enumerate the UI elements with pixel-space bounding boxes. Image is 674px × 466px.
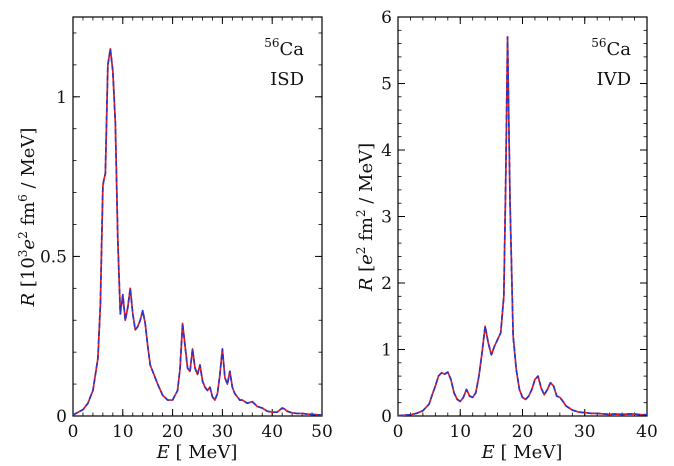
y-tick-label: 3 (381, 208, 392, 228)
x-tick-label: 20 (162, 422, 184, 442)
y-axis-label: R [e2 fm2 / MeV] (354, 143, 377, 292)
y-axis-symbol: R (18, 293, 39, 308)
x-axis-unit: [ MeV] (495, 442, 563, 463)
x-axis-symbol: E (156, 442, 170, 463)
y-axis-unit-tail: / MeV] (356, 143, 377, 210)
x-tick-labels: 0 10 20 30 40 (393, 422, 658, 442)
nucleus-label: 56Ca (264, 36, 304, 60)
x-axis-symbol: E (481, 442, 495, 463)
x-axis-unit: [ MeV] (170, 442, 238, 463)
spectrum-curves (72, 48, 323, 416)
x-tick-label: 40 (636, 422, 658, 442)
y-axis-unit-exp: 2 (354, 247, 368, 255)
y-axis-symbol: R (356, 278, 377, 293)
mode-label: ISD (270, 69, 304, 90)
nucleus-label: 56Ca (591, 36, 631, 60)
x-tick-labels: 0 10 20 30 40 50 (68, 422, 333, 442)
dashed-curve (72, 48, 323, 416)
y-tick-labels: 00.51 (40, 88, 67, 427)
x-tick-label: 30 (574, 422, 596, 442)
tick-marks (397, 16, 648, 417)
y-tick-label: 0.5 (40, 247, 67, 267)
solid-curve (72, 48, 323, 416)
x-tick-label: 50 (311, 422, 333, 442)
spectrum-curves (397, 36, 647, 417)
y-tick-label: 0 (56, 407, 67, 427)
y-axis-unit-e: e (18, 239, 39, 250)
element-symbol: Ca (279, 39, 304, 60)
y-axis-unit-fm: fm (18, 202, 39, 231)
x-tick-label: 0 (393, 422, 404, 442)
y-axis-unit-e: e (356, 254, 377, 265)
x-axis-label: E [ MeV] (481, 442, 563, 463)
x-tick-label: 40 (261, 422, 283, 442)
mode-label: IVD (596, 69, 631, 90)
dashed-curve (397, 36, 647, 417)
y-tick-label: 2 (381, 274, 392, 294)
y-tick-label: 6 (381, 8, 392, 28)
mass-number: 56 (264, 36, 279, 50)
y-axis-unit-exp: 3 (16, 250, 30, 258)
y-tick-label: 5 (381, 75, 392, 95)
x-tick-label: 30 (212, 422, 234, 442)
mass-number: 56 (591, 36, 606, 50)
y-axis-unit-fm: fm (356, 217, 377, 246)
plot-frame (72, 16, 323, 417)
y-tick-labels: 0 1 2 3 4 5 6 (381, 8, 392, 427)
y-axis-unit: [10 (18, 257, 39, 293)
element-symbol: Ca (606, 39, 631, 60)
y-tick-label: 4 (381, 141, 392, 161)
y-tick-label: 1 (381, 341, 392, 361)
y-axis-label: R [103e2 fm6 / MeV] (16, 128, 39, 308)
y-axis-unit-tail: / MeV] (18, 128, 39, 195)
solid-curve (397, 36, 647, 417)
y-axis-unit: [ (356, 265, 377, 278)
x-tick-label: 0 (68, 422, 79, 442)
y-tick-label: 0 (381, 407, 392, 427)
x-tick-label: 20 (512, 422, 534, 442)
isd-panel: 0 10 20 30 40 50 00.51 56Ca ISD R [103e2 fm6 … (16, 16, 333, 463)
y-axis-unit-exp: 6 (16, 194, 30, 202)
y-tick-label: 1 (56, 88, 67, 108)
y-axis-unit-exp: 2 (16, 231, 30, 239)
y-axis-unit-exp: 2 (354, 209, 368, 217)
x-tick-label: 10 (449, 422, 471, 442)
x-tick-label: 10 (112, 422, 134, 442)
x-axis-label: E [ MeV] (156, 442, 238, 463)
